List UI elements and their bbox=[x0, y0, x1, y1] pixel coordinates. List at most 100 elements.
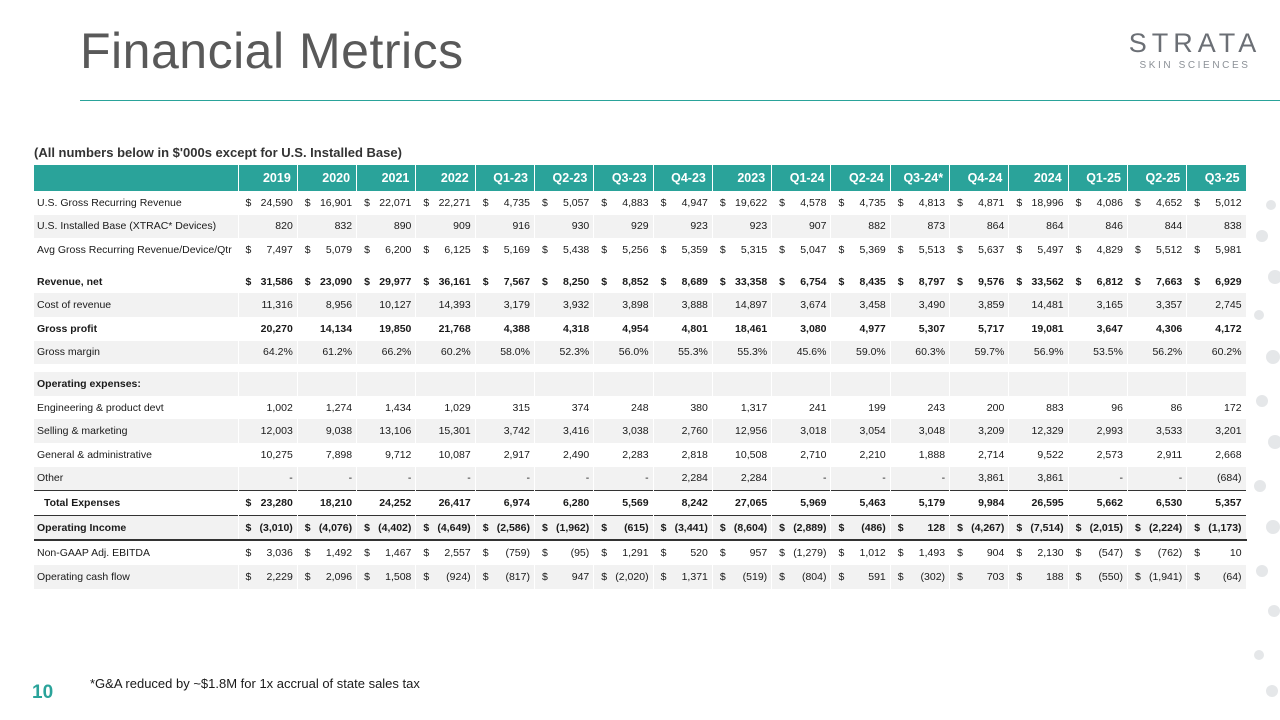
cell-value: (1,279) bbox=[793, 547, 827, 560]
value-cell: - bbox=[238, 466, 298, 491]
value-cell: 26,417 bbox=[415, 490, 476, 516]
cell-value: (2,889) bbox=[793, 521, 827, 534]
cell-value: 1,467 bbox=[385, 547, 412, 560]
value-cell: 3,080 bbox=[771, 316, 832, 341]
cell-value: 4,735 bbox=[859, 196, 886, 209]
value-cell: $4,735 bbox=[830, 191, 891, 215]
table-row: U.S. Gross Recurring Revenue $24,590 $16,9… bbox=[34, 191, 1247, 215]
value-cell: $1,012 bbox=[830, 540, 891, 565]
row-label: Operating cash flow bbox=[34, 564, 239, 589]
value-cell bbox=[1008, 372, 1069, 396]
cell-value: 31,586 bbox=[260, 275, 293, 288]
value-cell: $7,497 bbox=[238, 238, 298, 262]
value-cell: 2,490 bbox=[534, 442, 595, 467]
header-label-cell bbox=[34, 165, 239, 191]
value-cell: 7,898 bbox=[297, 442, 358, 467]
currency-symbol: $ bbox=[304, 243, 311, 256]
cell-value: 2,096 bbox=[325, 570, 353, 583]
row-label: U.S. Installed Base (XTRAC* Devices) bbox=[34, 214, 239, 239]
logo-tagline: SKIN SCIENCES bbox=[1139, 60, 1251, 71]
currency-symbol: $ bbox=[601, 243, 608, 256]
value-cell: 10,127 bbox=[356, 293, 417, 317]
cell-value: 6,200 bbox=[385, 243, 412, 256]
spacer-cell bbox=[34, 261, 1247, 270]
value-cell: $5,497 bbox=[1008, 238, 1069, 262]
value-cell: $ (550) bbox=[1068, 564, 1128, 589]
value-cell: $1,291 bbox=[593, 540, 654, 565]
currency-symbol: $ bbox=[304, 275, 311, 288]
value-cell: $9,576 bbox=[949, 269, 1010, 294]
cell-value: 5,315 bbox=[740, 243, 768, 256]
value-cell: (684) bbox=[1186, 466, 1247, 491]
currency-symbol: $ bbox=[245, 243, 252, 256]
currency-symbol: $ bbox=[1016, 570, 1023, 583]
cell-value: 188 bbox=[1046, 570, 1064, 583]
currency-symbol: $ bbox=[364, 547, 370, 560]
currency-symbol: $ bbox=[779, 547, 786, 560]
cell-value: 1,012 bbox=[859, 547, 886, 560]
value-cell: $4,829 bbox=[1068, 238, 1128, 262]
value-cell: 11,316 bbox=[238, 293, 298, 317]
column-header: Q2-25 bbox=[1127, 165, 1188, 191]
currency-symbol: $ bbox=[957, 196, 963, 209]
value-cell: 3,416 bbox=[534, 419, 595, 443]
currency-symbol: $ bbox=[957, 243, 963, 256]
value-cell: $4,735 bbox=[475, 191, 535, 215]
value-cell: 2,993 bbox=[1068, 419, 1128, 443]
currency-symbol: $ bbox=[660, 196, 667, 209]
cell-value: 29,977 bbox=[379, 275, 412, 288]
value-cell: 5,179 bbox=[890, 490, 951, 516]
cell-value: 8,689 bbox=[681, 275, 708, 288]
currency-symbol: $ bbox=[601, 570, 608, 583]
value-cell: 52.3% bbox=[534, 340, 595, 365]
value-cell: 5,357 bbox=[1186, 490, 1247, 516]
currency-symbol: $ bbox=[1016, 521, 1023, 534]
currency-symbol: $ bbox=[1134, 521, 1141, 534]
value-cell: - bbox=[1068, 466, 1128, 491]
value-cell: 45.6% bbox=[771, 340, 832, 365]
column-header: Q1-25 bbox=[1068, 165, 1128, 191]
currency-symbol: $ bbox=[601, 547, 608, 560]
value-cell: $ (762) bbox=[1127, 540, 1188, 565]
cell-value: 904 bbox=[986, 547, 1005, 560]
value-cell: 2,917 bbox=[475, 442, 535, 467]
cell-value: 5,079 bbox=[325, 243, 353, 256]
value-cell: 380 bbox=[653, 395, 713, 420]
value-cell: 882 bbox=[830, 214, 891, 239]
currency-symbol: $ bbox=[1075, 275, 1082, 288]
value-cell: 60.2% bbox=[1186, 340, 1247, 365]
value-cell: 5,662 bbox=[1068, 490, 1128, 516]
table-row: Selling & marketing 12,003 9,038 13,106 15,3… bbox=[34, 419, 1247, 443]
value-cell: $2,130 bbox=[1008, 540, 1069, 565]
value-cell: $5,359 bbox=[653, 238, 713, 262]
currency-symbol: $ bbox=[1194, 243, 1201, 256]
value-cell: 4,388 bbox=[475, 316, 535, 341]
value-cell: 12,956 bbox=[712, 419, 773, 443]
cell-value: 5,012 bbox=[1215, 196, 1242, 209]
value-cell: $904 bbox=[949, 540, 1010, 565]
value-cell: 58.0% bbox=[475, 340, 535, 365]
value-cell: $957 bbox=[712, 540, 773, 565]
row-label: General & administrative bbox=[34, 442, 239, 467]
cell-value: (1,173) bbox=[1208, 521, 1242, 534]
value-cell: - bbox=[356, 466, 417, 491]
cell-value: 22,271 bbox=[438, 196, 471, 209]
column-header: 2020 bbox=[297, 165, 358, 191]
spacer-row bbox=[34, 261, 1247, 270]
value-cell bbox=[771, 372, 832, 396]
currency-symbol: $ bbox=[541, 521, 548, 534]
row-label: Cost of revenue bbox=[34, 293, 239, 317]
page-title: Financial Metrics bbox=[80, 23, 464, 79]
value-cell: $ (4,402) bbox=[356, 514, 417, 542]
cell-value: 1,493 bbox=[918, 547, 946, 560]
value-cell: 3,647 bbox=[1068, 316, 1128, 341]
value-cell: $33,358 bbox=[712, 269, 773, 294]
value-cell: $5,079 bbox=[297, 238, 358, 262]
value-cell bbox=[890, 372, 951, 396]
row-label: Revenue, net bbox=[34, 269, 239, 294]
currency-symbol: $ bbox=[779, 521, 786, 534]
value-cell: $2,229 bbox=[238, 564, 298, 589]
currency-symbol: $ bbox=[1075, 547, 1082, 560]
cell-value: 5,369 bbox=[859, 243, 886, 256]
cell-value: 19,622 bbox=[735, 196, 768, 209]
